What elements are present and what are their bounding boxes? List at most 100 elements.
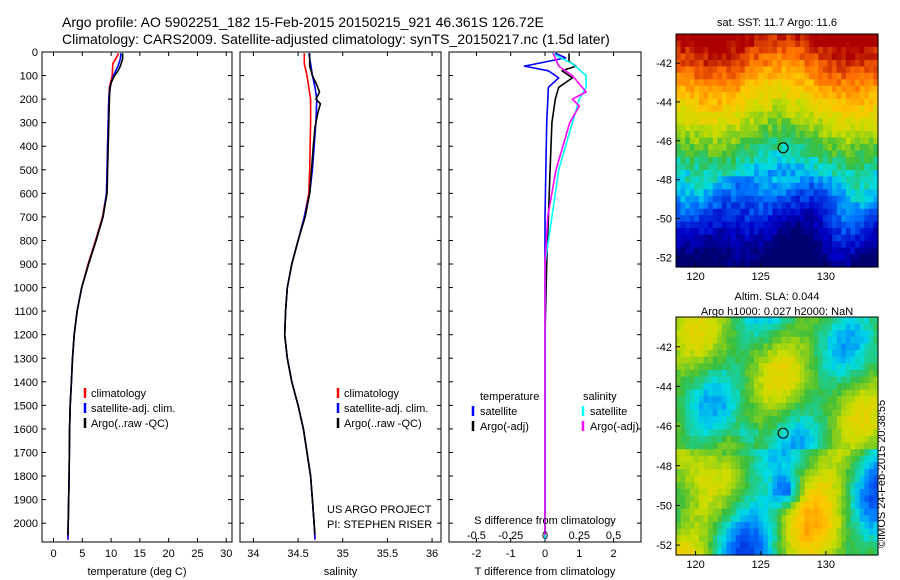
sla-map-cell — [685, 502, 691, 510]
sst-map-cell — [836, 66, 842, 74]
sst-map-cell — [772, 189, 778, 197]
sla-map-cell — [767, 422, 774, 430]
sst-map-cell — [781, 79, 787, 87]
sst-map-cell — [832, 66, 838, 74]
sst-map-cell — [735, 163, 741, 171]
sla-map-cell — [832, 376, 838, 384]
sst-map-xtick-label: 130 — [817, 271, 835, 283]
sst-map-cell — [735, 202, 741, 210]
sst-map-cell — [767, 176, 774, 184]
sla-map-cell — [850, 515, 856, 523]
sst-map-cell — [694, 254, 700, 262]
sla-map-cell — [726, 541, 732, 549]
sst-map-cell — [763, 53, 769, 61]
sla-map-cell — [694, 402, 700, 411]
sla-map-cell — [855, 402, 861, 411]
sst-map-cell — [721, 59, 728, 67]
sla-map-cell — [836, 350, 842, 358]
sst-map-cell — [767, 66, 774, 74]
sla-map-cell — [685, 449, 691, 457]
sla-map-cell — [703, 495, 709, 503]
sla-map-cell — [726, 402, 732, 411]
sla-map-cell — [758, 376, 764, 384]
sst-map-cell — [680, 241, 686, 249]
sst-map-cell — [735, 85, 741, 93]
sst-map-cell — [855, 53, 861, 61]
sst-map-cell — [749, 254, 755, 262]
sst-map-cell — [740, 105, 746, 113]
sst-map-cell — [758, 182, 764, 190]
sst-map-cell — [717, 124, 723, 132]
sla-map-cell — [726, 502, 732, 510]
sla-map-cell — [827, 462, 833, 470]
sla-map-cell — [786, 383, 792, 391]
sla-map-cell — [841, 515, 847, 523]
sla-map-cell — [767, 436, 774, 444]
sst-map-cell — [708, 169, 714, 177]
sla-map-cell — [841, 323, 847, 331]
sst-map-cell — [804, 118, 810, 126]
sst-map-cell — [790, 118, 796, 126]
sla-map-cell — [740, 343, 746, 351]
sla-map-xtick-label: 125 — [752, 559, 770, 571]
sla-map-cell — [868, 521, 875, 530]
sla-map-frame — [675, 316, 879, 556]
sla-map-cell — [721, 317, 728, 325]
sst-map-cell — [813, 189, 819, 197]
sla-map-cell — [799, 343, 806, 351]
sla-map-cell — [685, 363, 691, 371]
sla-map-cell — [721, 436, 728, 444]
sal-plot-frame — [239, 51, 442, 543]
sla-map-cell — [873, 429, 879, 437]
sla-map-cell — [777, 436, 783, 444]
sla-map-cell — [763, 528, 769, 536]
sla-map-cell — [799, 508, 806, 516]
sla-map-cell — [689, 317, 695, 325]
sla-map-cell — [689, 409, 695, 417]
sst-map-cell — [818, 195, 824, 203]
sla-map-cell — [827, 436, 833, 444]
sla-map-cell — [698, 436, 705, 444]
sla-map-cell — [735, 416, 741, 424]
sst-map-cell — [698, 202, 705, 210]
sla-map-cell — [813, 376, 819, 384]
sst-map-cell — [708, 59, 714, 67]
sla-map-cell — [763, 502, 769, 510]
sla-map-cell — [694, 449, 700, 457]
sla-map-cell — [735, 508, 741, 516]
sst-map-cell — [804, 195, 810, 203]
sst-map-cell — [868, 202, 875, 210]
sla-map-cell — [864, 528, 870, 536]
sla-map-cell — [703, 396, 709, 404]
sla-map-cell — [763, 396, 769, 404]
sla-map-cell — [726, 475, 732, 483]
sla-map-cell — [864, 376, 870, 384]
sst-map-cell — [703, 215, 709, 223]
sla-map-cell — [809, 508, 815, 516]
sla-map-cell — [822, 383, 829, 391]
salinity-annotation: US ARGO PROJECT — [327, 504, 432, 516]
sla-map-cell — [836, 455, 842, 464]
sla-map-cell — [786, 541, 792, 549]
sst-map-cell — [841, 195, 847, 203]
sst-map-cell — [832, 131, 838, 139]
sst-map-cell — [809, 156, 815, 165]
sst-map-cell — [850, 150, 856, 158]
sst-map-cell — [864, 156, 870, 165]
sla-map-cell — [767, 508, 774, 516]
sst-map-cell — [822, 221, 829, 229]
sst-map-cell — [855, 156, 861, 165]
sla-map-cell — [717, 356, 723, 364]
sla-map-cell — [680, 416, 686, 424]
sla-map-cell — [818, 336, 824, 345]
sst-map-cell — [744, 228, 751, 236]
sla-map-cell — [685, 369, 691, 378]
sst-map-cell — [864, 59, 870, 67]
sst-map-cell — [855, 59, 861, 67]
sla-map-cell — [703, 416, 709, 424]
sst-map-cell — [873, 144, 879, 152]
sst-map-cell — [873, 202, 879, 210]
sst-map-cell — [822, 215, 829, 223]
sst-map-cell — [680, 46, 686, 55]
sla-map-cell — [731, 528, 737, 536]
